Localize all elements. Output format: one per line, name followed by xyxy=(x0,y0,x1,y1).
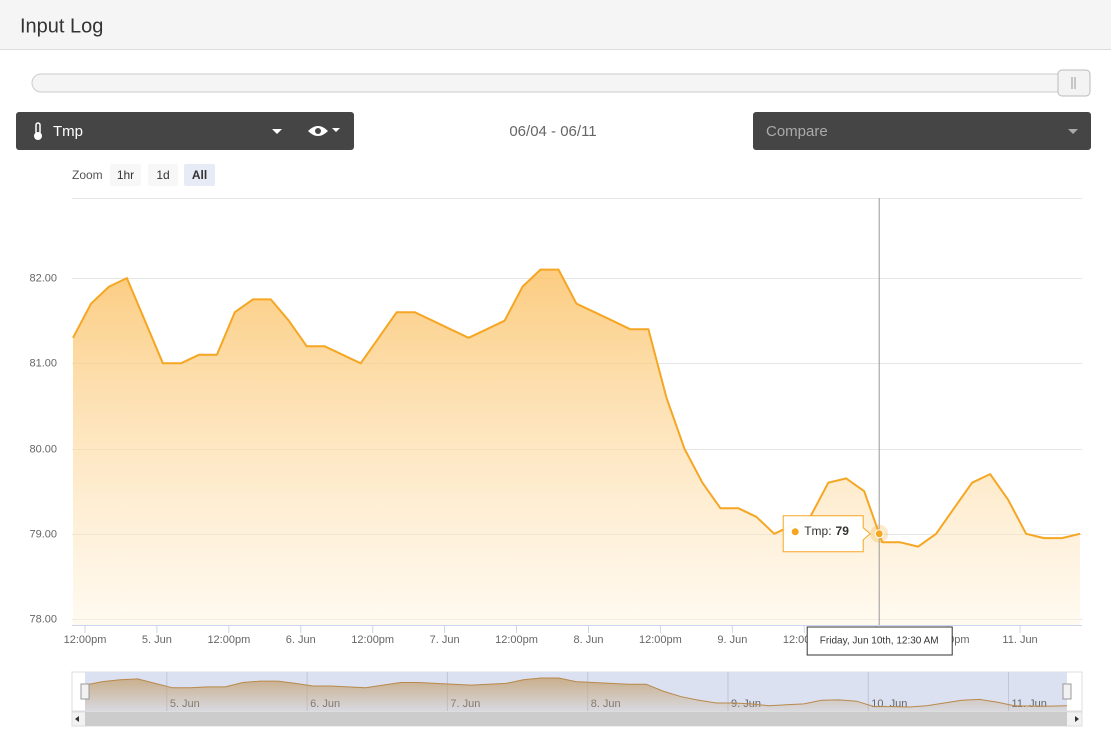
navigator-handle[interactable] xyxy=(1062,683,1072,700)
zoom-label: Zoom xyxy=(72,168,103,182)
x-tick-label: 11. Jun xyxy=(1002,634,1037,646)
tooltip-value: 79 xyxy=(836,524,850,538)
tooltip-box xyxy=(782,515,871,553)
x-tick-label: 9. Jun xyxy=(717,634,747,646)
scroll-arrow-left[interactable] xyxy=(75,716,79,722)
x-tick-label: 12:00pm xyxy=(351,634,394,646)
x-tick-label: 12:00pm xyxy=(495,634,538,646)
zoom-button[interactable] xyxy=(110,164,141,186)
x-tick-label: 6. Jun xyxy=(286,634,316,646)
x-tick-label: 12:00pm xyxy=(64,634,107,646)
compare-select[interactable] xyxy=(753,112,1091,150)
caret xyxy=(272,129,282,134)
page-title: Input Log xyxy=(20,15,103,37)
eye-icon[interactable] xyxy=(308,126,340,136)
compare-placeholder: Compare xyxy=(766,123,828,140)
crosshair-label-box xyxy=(806,626,953,656)
y-tick-label: 80.00 xyxy=(29,443,57,455)
hover-marker xyxy=(874,529,884,539)
chart: 78.00 79.00 80.00 81.00 82.00 12:00pm 5. Jun 12… xyxy=(29,198,1083,727)
zoom-button[interactable] xyxy=(184,164,215,186)
sensor-name: Tmp xyxy=(53,123,83,140)
slider-handle[interactable] xyxy=(1057,69,1091,97)
x-tick-label: 8. Jun xyxy=(574,634,604,646)
area-fill xyxy=(72,269,1081,625)
crosshair-label: Friday, Jun 10th, 12:30 AM xyxy=(820,636,939,647)
zoom-button-label: 1d xyxy=(156,168,169,182)
x-tick-label: 5. Jun xyxy=(142,634,172,646)
x-tick-label: 12:00pm xyxy=(639,634,682,646)
date-range: 06/04 - 06/11 xyxy=(509,123,596,140)
navigator-handle[interactable] xyxy=(80,683,90,700)
tooltip-text: Tmp: 79 xyxy=(804,524,849,538)
caret xyxy=(1068,129,1078,134)
series-line xyxy=(72,268,1081,548)
x-tick-label: 12:00pm xyxy=(207,634,250,646)
y-tick-label: 81.00 xyxy=(29,357,57,369)
zoom-buttons: 1hr 1d All xyxy=(110,164,215,186)
tooltip-label: Tmp: xyxy=(804,524,831,538)
zoom-button-label: 1hr xyxy=(117,168,134,182)
x-tick-label: 7. Jun xyxy=(430,634,460,646)
header xyxy=(0,0,1111,49)
thermometer-icon xyxy=(34,122,42,140)
zoom-button[interactable] xyxy=(148,164,178,186)
scroll-arrow-right[interactable] xyxy=(1075,716,1079,722)
range-slider[interactable] xyxy=(31,73,1091,93)
scrollbar-thumb[interactable] xyxy=(85,712,1067,726)
sensor-select[interactable] xyxy=(16,112,354,150)
y-tick-label: 82.00 xyxy=(29,272,57,284)
tooltip-bullet xyxy=(791,528,799,536)
y-tick-label: 78.00 xyxy=(29,613,57,625)
y-tick-label: 79.00 xyxy=(29,528,57,540)
zoom-button-label: All xyxy=(192,168,207,182)
navigator-line xyxy=(84,677,1068,708)
